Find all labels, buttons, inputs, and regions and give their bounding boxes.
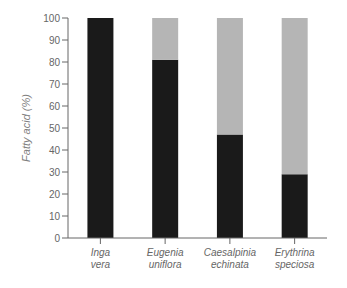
svg-text:40: 40	[49, 145, 61, 156]
svg-text:10: 10	[49, 211, 61, 222]
svg-text:20: 20	[49, 189, 61, 200]
svg-text:70: 70	[49, 79, 61, 90]
svg-text:30: 30	[49, 167, 61, 178]
svg-text:80: 80	[49, 57, 61, 68]
svg-text:90: 90	[49, 35, 61, 46]
svg-text:60: 60	[49, 101, 61, 112]
svg-text:Caesalpiniaechinata: Caesalpiniaechinata	[204, 247, 257, 270]
svg-text:Erythrinaspeciosa: Erythrinaspeciosa	[275, 247, 315, 270]
svg-text:Fatty acid (%): Fatty acid (%)	[20, 94, 32, 162]
svg-text:Eugeniauniflora: Eugeniauniflora	[147, 247, 184, 270]
svg-text:0: 0	[54, 233, 60, 244]
svg-text:50: 50	[49, 123, 61, 134]
svg-text:Ingavera: Ingavera	[91, 247, 111, 270]
svg-text:100: 100	[43, 13, 60, 24]
